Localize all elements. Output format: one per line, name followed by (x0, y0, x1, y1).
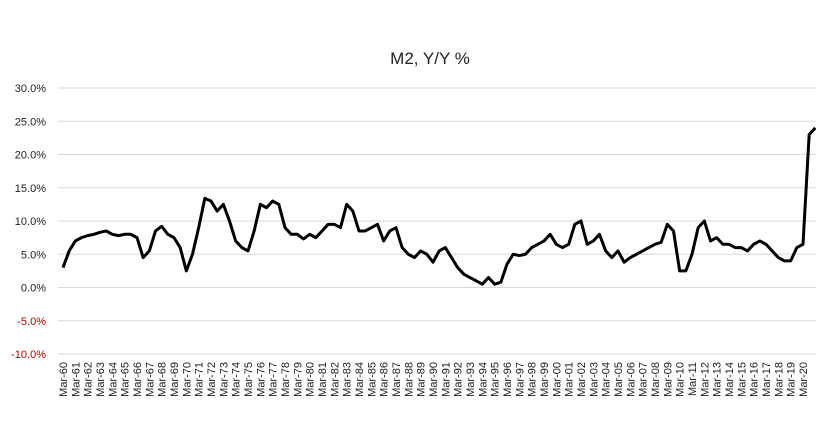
x-tick-label: Mar-99 (539, 362, 551, 397)
x-tick-label: Mar-06 (625, 362, 637, 397)
x-tick-label: Mar-19 (786, 362, 798, 397)
x-tick-label: Mar-69 (169, 362, 181, 397)
x-tick-label: Mar-68 (157, 362, 169, 397)
x-tick-label: Mar-65 (120, 362, 132, 397)
x-tick-label: Mar-62 (83, 362, 95, 397)
y-tick-label: -10.0% (11, 349, 46, 361)
x-tick-label: Mar-14 (724, 362, 736, 397)
x-tick-label: Mar-96 (502, 362, 514, 397)
x-tick-label: Mar-87 (391, 362, 403, 397)
x-tick-label: Mar-74 (231, 362, 243, 397)
x-tick-label: Mar-91 (440, 362, 452, 397)
x-tick-label: Mar-61 (70, 362, 82, 397)
x-tick-label: Mar-97 (514, 362, 526, 397)
x-tick-label: Mar-18 (773, 362, 785, 397)
x-tick-label: Mar-08 (650, 362, 662, 397)
x-tick-label: Mar-13 (712, 362, 724, 397)
y-tick-label: 0.0% (21, 283, 46, 295)
x-tick-label: Mar-16 (749, 362, 761, 397)
x-tick-label: Mar-10 (675, 362, 687, 397)
x-tick-label: Mar-20 (798, 362, 810, 397)
y-tick-label: 5.0% (21, 249, 46, 261)
x-tick-label: Mar-09 (662, 362, 674, 397)
x-tick-label: Mar-60 (58, 362, 70, 397)
x-tick-label: Mar-67 (144, 362, 156, 397)
x-tick-label: Mar-70 (181, 362, 193, 397)
x-tick-label: Mar-81 (317, 362, 329, 397)
x-tick-label: Mar-11 (687, 362, 699, 396)
x-tick-label: Mar-75 (243, 362, 255, 397)
x-tick-label: Mar-15 (736, 362, 748, 397)
x-tick-label: Mar-77 (268, 362, 280, 397)
x-tick-label: Mar-64 (107, 362, 119, 397)
x-tick-label: Mar-80 (305, 362, 317, 397)
x-tick-label: Mar-92 (453, 362, 465, 397)
x-tick-label: Mar-02 (576, 362, 588, 397)
x-tick-label: Mar-07 (638, 362, 650, 397)
y-tick-label: 20.0% (15, 150, 46, 162)
x-tick-label: Mar-76 (255, 362, 267, 397)
x-tick-label: Mar-01 (564, 362, 576, 397)
x-tick-label: Mar-03 (588, 362, 600, 397)
x-tick-label: Mar-04 (601, 362, 613, 397)
chart-title: M2, Y/Y % (390, 49, 470, 68)
x-tick-label: Mar-82 (329, 362, 341, 397)
y-tick-label: 10.0% (15, 216, 46, 228)
x-tick-label: Mar-85 (366, 362, 378, 397)
x-tick-label: Mar-95 (490, 362, 502, 397)
x-tick-label: Mar-94 (477, 362, 489, 397)
x-tick-label: Mar-73 (218, 362, 230, 397)
y-tick-label: 25.0% (15, 116, 46, 128)
x-tick-label: Mar-17 (761, 362, 773, 397)
x-tick-label: Mar-72 (206, 362, 218, 397)
x-tick-label: Mar-89 (416, 362, 428, 397)
x-tick-label: Mar-84 (354, 362, 366, 397)
x-tick-label: Mar-98 (527, 362, 539, 397)
x-tick-label: Mar-93 (465, 362, 477, 397)
x-tick-label: Mar-63 (95, 362, 107, 397)
x-tick-label: Mar-66 (132, 362, 144, 397)
x-tick-label: Mar-78 (280, 362, 292, 397)
x-tick-label: Mar-05 (613, 362, 625, 397)
y-tick-label: 30.0% (15, 83, 46, 95)
x-tick-label: Mar-79 (292, 362, 304, 397)
x-tick-label: Mar-71 (194, 362, 206, 397)
y-tick-label: -5.0% (17, 316, 46, 328)
x-tick-label: Mar-86 (379, 362, 391, 397)
x-tick-label: Mar-90 (428, 362, 440, 397)
x-tick-label: Mar-12 (699, 362, 711, 397)
x-tick-label: Mar-00 (551, 362, 563, 397)
x-tick-label: Mar-88 (403, 362, 415, 397)
x-tick-label: Mar-83 (342, 362, 354, 397)
y-tick-label: 15.0% (15, 183, 46, 195)
data-line (61, 126, 816, 286)
